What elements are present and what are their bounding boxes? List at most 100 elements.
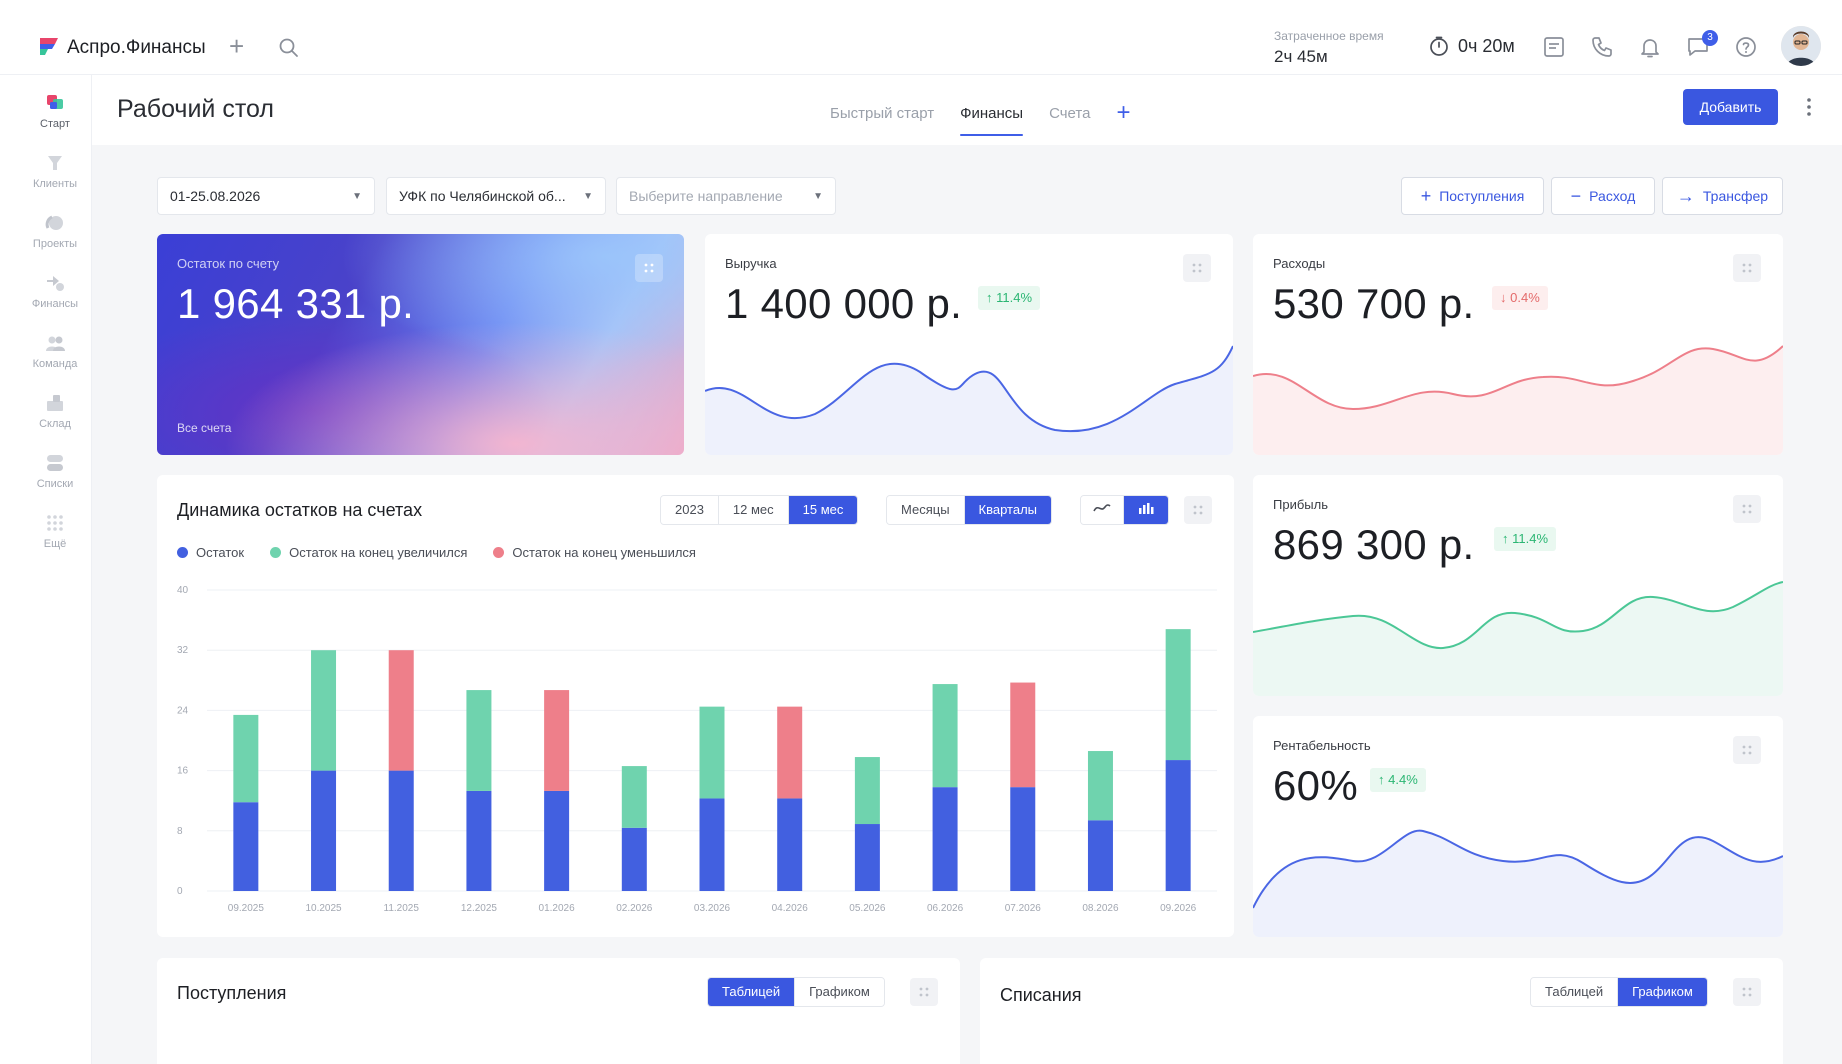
sidebar-item-label: Склад [39, 418, 71, 430]
help-icon[interactable] [1734, 35, 1758, 59]
bell-icon[interactable] [1638, 35, 1662, 59]
sidebar-item-lists[interactable]: Списки [18, 452, 92, 490]
granularity-option-months[interactable]: Месяцы [887, 496, 965, 524]
sidebar-item-more[interactable]: Ещё [18, 512, 92, 550]
more-options-icon[interactable] [1805, 95, 1813, 119]
expense-button[interactable]: − Расход [1551, 177, 1655, 215]
bar-segment[interactable] [466, 690, 492, 791]
range-option-12m[interactable]: 12 мес [718, 496, 789, 524]
dynamics-title: Динамика остатков на счетах [177, 500, 423, 520]
bar-segment[interactable] [1087, 751, 1113, 821]
granularity-option-quarters[interactable]: Кварталы [964, 496, 1052, 524]
start-icon [47, 95, 63, 109]
line-chart-toggle[interactable] [1081, 496, 1124, 524]
add-tab-icon[interactable]: + [1116, 99, 1131, 126]
phone-icon[interactable] [1590, 35, 1614, 59]
sidebar-item-warehouse[interactable]: Склад [18, 392, 92, 430]
drag-handle[interactable] [1733, 978, 1761, 1006]
direction-select[interactable]: Выберите направление ▼ [616, 177, 836, 215]
team-icon [46, 336, 65, 351]
sidebar-item-projects[interactable]: Проекты [18, 212, 92, 250]
timer[interactable]: 0ч 20м [1428, 35, 1515, 57]
timer-value: 0ч 20м [1458, 35, 1515, 56]
bar-segment[interactable] [233, 802, 259, 891]
search-icon[interactable] [278, 37, 300, 59]
bar-segment[interactable] [621, 766, 647, 828]
bar-chart-toggle[interactable] [1124, 496, 1168, 524]
sidebar-item-team[interactable]: Команда [18, 332, 92, 370]
sidebar-item-clients[interactable]: Клиенты [18, 152, 92, 190]
bar-segment[interactable] [777, 798, 803, 891]
legend-item[interactable]: Остаток на конец увеличился [270, 545, 467, 560]
drag-handle[interactable] [1733, 736, 1761, 764]
notes-icon[interactable] [1542, 35, 1566, 59]
bar-segment[interactable] [777, 706, 803, 799]
bar-segment[interactable] [233, 714, 259, 803]
sidebar-item-finance[interactable]: Финансы [18, 272, 92, 310]
writeoff-card: Списания Таблицей Графиком [980, 958, 1783, 1064]
income-button[interactable]: + Поступления [1401, 177, 1544, 215]
sidebar-item-label: Старт [40, 118, 70, 130]
bar-segment[interactable] [1087, 820, 1113, 891]
bar-segment[interactable] [854, 824, 880, 891]
profit-card: Прибыль 869 300 р. [1253, 475, 1783, 696]
bar-segment[interactable] [388, 770, 414, 891]
bar-segment[interactable] [466, 790, 492, 891]
bar-segment[interactable] [388, 650, 414, 771]
bar-segment[interactable] [544, 690, 570, 791]
add-button[interactable]: Добавить [1683, 89, 1778, 125]
period-select[interactable]: 01-25.08.2026 ▼ [157, 177, 375, 215]
bar-segment[interactable] [311, 650, 337, 771]
sidebar-item-label: Клиенты [32, 178, 78, 190]
bar-segment[interactable] [932, 787, 958, 891]
profitability-sparkline [1253, 829, 1783, 937]
bar-segment[interactable] [1165, 629, 1191, 761]
tab-finance[interactable]: Финансы [960, 105, 1023, 136]
messages-badge: 3 [1702, 30, 1718, 46]
legend-item[interactable]: Остаток на конец уменьшился [493, 545, 696, 560]
range-option-2023[interactable]: 2023 [661, 496, 719, 524]
view-chart-option[interactable]: Графиком [795, 978, 884, 1006]
bar-segment[interactable] [1165, 760, 1191, 891]
bar-segment[interactable] [699, 798, 725, 891]
sidebar-item-label: Ещё [43, 538, 67, 550]
revenue-change: 11.4% [996, 290, 1033, 305]
drag-handle[interactable] [1184, 496, 1212, 524]
account-select[interactable]: УФК по Челябинской об... ▼ [386, 177, 606, 215]
view-table-option[interactable]: Таблицей [1531, 978, 1619, 1006]
bar-segment[interactable] [544, 790, 570, 891]
drag-handle[interactable] [910, 978, 938, 1006]
user-avatar[interactable] [1781, 26, 1821, 66]
drag-handle-icon [1742, 263, 1752, 273]
bar-segment[interactable] [1010, 787, 1036, 891]
transfer-button[interactable]: → Трансфер [1662, 177, 1783, 215]
bar-segment[interactable] [699, 706, 725, 799]
bar-chart-icon [1139, 503, 1154, 514]
range-option-15m[interactable]: 15 мес [788, 496, 858, 524]
sidebar-item-label: Проекты [32, 238, 78, 250]
x-tick-label: 09.2025 [228, 903, 265, 914]
sidebar-item-start[interactable]: Старт [18, 92, 92, 130]
drag-handle[interactable] [635, 254, 663, 282]
income-title: Поступления [177, 983, 287, 1003]
bar-segment[interactable] [932, 684, 958, 788]
balance-dynamics-card: Динамика остатков на счетах 2023 12 мес … [157, 475, 1234, 937]
tab-quick-start[interactable]: Быстрый старт [830, 104, 935, 122]
bar-segment[interactable] [311, 770, 337, 891]
bar-segment[interactable] [1010, 682, 1036, 788]
bar-segment[interactable] [854, 757, 880, 825]
quick-add-icon[interactable]: + [229, 31, 245, 61]
bar-segment[interactable] [621, 827, 647, 891]
view-chart-option[interactable]: Графиком [1618, 978, 1707, 1006]
view-table-option[interactable]: Таблицей [708, 978, 796, 1006]
drag-handle-icon [644, 263, 654, 273]
drag-handle[interactable] [1183, 254, 1211, 282]
drag-handle[interactable] [1733, 495, 1761, 523]
legend-item[interactable]: Остаток [177, 545, 244, 560]
profit-change-badge: ↑ 11.4% [1494, 527, 1557, 551]
drag-handle[interactable] [1733, 254, 1761, 282]
profit-value: 869 300 р. [1273, 521, 1475, 568]
profitability-card: Рентабельность 60% [1253, 716, 1783, 937]
tab-accounts[interactable]: Счета [1049, 104, 1091, 122]
finance-icon [47, 276, 64, 291]
